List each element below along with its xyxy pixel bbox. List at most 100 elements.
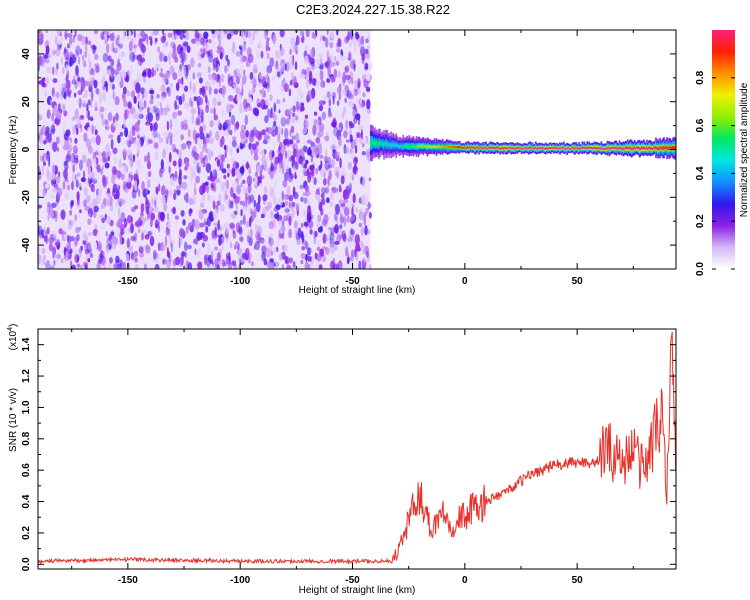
noise-speckle: [361, 220, 364, 226]
noise-speckle: [46, 171, 52, 182]
noise-speckle: [119, 235, 123, 245]
noise-speckle: [201, 145, 205, 154]
noise-speckle: [351, 76, 354, 85]
signal-band-segment: [640, 147, 642, 151]
noise-speckle: [165, 259, 172, 269]
noise-speckle: [177, 69, 183, 77]
signal-band-segment: [607, 146, 610, 149]
noise-speckle: [59, 86, 63, 93]
noise-speckle: [360, 227, 364, 236]
noise-speckle: [247, 205, 251, 215]
noise-speckle: [133, 37, 137, 48]
noise-speckle: [66, 79, 71, 90]
noise-speckle: [51, 30, 54, 35]
noise-speckle: [229, 186, 234, 198]
signal-band-segment: [572, 146, 574, 149]
noise-speckle: [131, 51, 136, 63]
noise-speckle: [191, 38, 197, 44]
noise-speckle: [102, 52, 109, 63]
noise-speckle: [168, 232, 171, 243]
noise-speckle: [174, 100, 178, 110]
signal-band-segment: [656, 146, 658, 150]
noise-speckle: [347, 161, 352, 170]
noise-speckle: [325, 246, 330, 255]
noise-speckle: [277, 197, 284, 207]
noise-speckle: [349, 134, 353, 143]
noise-speckle: [177, 110, 183, 116]
noise-speckle: [242, 179, 246, 184]
noise-speckle: [320, 208, 324, 216]
noise-speckle: [81, 154, 87, 164]
noise-speckle: [109, 48, 112, 55]
noise-speckle: [248, 164, 251, 175]
noise-speckle: [202, 123, 206, 132]
noise-speckle: [292, 54, 295, 66]
noise-speckle: [212, 209, 218, 220]
noise-speckle: [201, 208, 208, 214]
noise-speckle: [162, 30, 165, 36]
noise-speckle: [221, 31, 226, 38]
noise-speckle: [208, 211, 214, 222]
noise-speckle: [299, 184, 305, 190]
noise-speckle: [75, 173, 79, 182]
signal-band-segment: [522, 147, 525, 150]
snr-y-axis-label: SNR (10 * v/v): [8, 388, 19, 452]
signal-band-segment: [654, 146, 656, 149]
noise-speckle: [362, 92, 366, 97]
noise-speckle: [271, 130, 277, 137]
x-tick-label: -50: [345, 575, 360, 586]
noise-speckle: [323, 95, 328, 100]
noise-speckle: [77, 77, 81, 82]
noise-speckle: [294, 229, 299, 235]
signal-band-segment: [545, 147, 547, 150]
noise-speckle: [199, 231, 203, 241]
noise-speckle: [205, 163, 212, 173]
noise-speckle: [241, 86, 244, 97]
noise-speckle: [212, 182, 217, 193]
noise-speckle: [154, 263, 160, 269]
noise-speckle: [318, 154, 324, 159]
signal-band-segment: [469, 147, 471, 149]
noise-speckle: [282, 179, 288, 188]
noise-speckle: [153, 142, 159, 149]
noise-speckle: [134, 257, 139, 263]
signal-band-segment: [376, 140, 378, 146]
noise-speckle: [270, 250, 273, 256]
noise-speckle: [303, 221, 309, 227]
noise-speckle: [120, 69, 127, 79]
noise-speckle: [114, 96, 120, 106]
noise-speckle: [361, 55, 365, 65]
noise-speckle: [343, 216, 347, 228]
noise-speckle: [204, 255, 208, 266]
noise-speckle: [87, 231, 93, 237]
noise-speckle: [221, 108, 225, 118]
signal-band-segment: [403, 144, 405, 148]
noise-speckle: [54, 254, 57, 259]
noise-speckle: [250, 78, 255, 85]
noise-speckle: [132, 154, 136, 160]
noise-speckle: [259, 183, 262, 188]
noise-speckle: [326, 50, 330, 60]
noise-speckle: [51, 172, 56, 181]
noise-speckle: [186, 244, 192, 250]
noise-speckle: [152, 128, 158, 139]
noise-speckle: [331, 234, 336, 243]
signal-band-segment: [650, 147, 652, 150]
noise-speckle: [361, 244, 365, 255]
signal-band-segment: [494, 147, 496, 150]
noise-speckle: [276, 71, 281, 78]
noise-speckle: [330, 53, 333, 61]
noise-speckle: [168, 53, 171, 61]
noise-speckle: [197, 118, 202, 126]
noise-speckle: [306, 139, 312, 144]
noise-speckle: [41, 124, 46, 136]
noise-speckle: [66, 184, 71, 191]
noise-speckle: [41, 247, 46, 254]
noise-speckle: [96, 67, 99, 73]
noise-speckle: [100, 113, 104, 120]
noise-speckle: [84, 51, 87, 59]
signal-band-segment: [591, 147, 594, 149]
noise-speckle: [275, 50, 279, 60]
signal-band-segment: [674, 146, 676, 151]
noise-speckle: [155, 112, 160, 121]
